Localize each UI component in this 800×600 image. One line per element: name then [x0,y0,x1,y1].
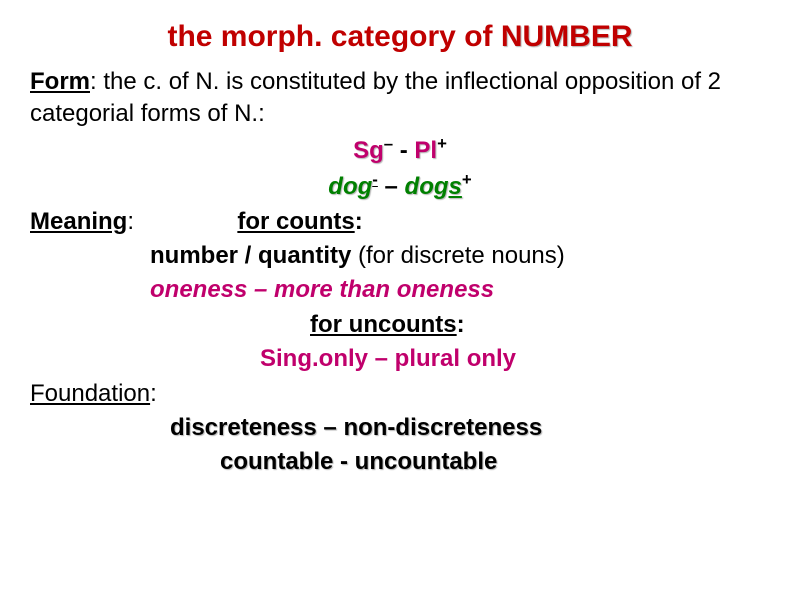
discreteness-text: discreteness – non-discreteness [170,414,542,441]
sg-pl-line: Sg– - Pl+ [30,133,770,167]
form-text: : the c. of N. is constituted by the inf… [30,68,721,127]
meaning-label: Meaning [30,208,127,235]
foundation-line: Foundation: [30,378,770,410]
foundation-label: Foundation [30,380,150,407]
form-label: Form [30,68,90,95]
sgpl-dash: - [393,137,414,164]
form-line: Form: the c. of N. is constituted by the… [30,66,770,131]
slide-title: the morph. category of NUMBER [30,20,770,54]
pl-text: Pl [414,137,437,164]
oneness-line: oneness – more than oneness [30,274,770,306]
uncounts-line: for uncounts: [30,309,770,341]
discrete-text: (for discrete nouns) [351,242,564,269]
uncounts-colon: : [457,311,465,338]
dogs-s: s [449,173,462,200]
title-prefix: the morph. category of [167,20,500,53]
foundation-colon: : [150,380,157,407]
example-line: dog- – dogs+ [30,169,770,203]
for-counts: for counts [237,208,354,235]
number-qty: number / quantity [150,242,351,269]
countable-text: countable - uncountable [220,448,497,475]
meaning-colon: : [127,208,134,235]
sg-sup: – [384,134,393,153]
sg-text: Sg [353,137,384,164]
sing-plural-line: Sing.only – plural only [30,343,770,375]
dog-text: dog [328,173,372,200]
oneness-text: oneness – more than oneness [150,276,494,303]
for-uncounts: for uncounts [310,311,457,338]
sing-plural: Sing.only – plural only [260,345,516,372]
pl-sup: + [437,134,447,153]
number-qty-line: number / quantity (for discrete nouns) [30,240,770,272]
dogs-root: dog [405,173,449,200]
counts-colon: : [355,208,363,235]
example-sep: – [378,173,405,200]
dogs-sup: + [462,170,472,189]
countable-line: countable - uncountable [30,446,770,478]
title-number: NUMBER [501,20,633,53]
meaning-line: Meaning: for counts: [30,206,770,238]
discreteness-line: discreteness – non-discreteness [30,412,770,444]
